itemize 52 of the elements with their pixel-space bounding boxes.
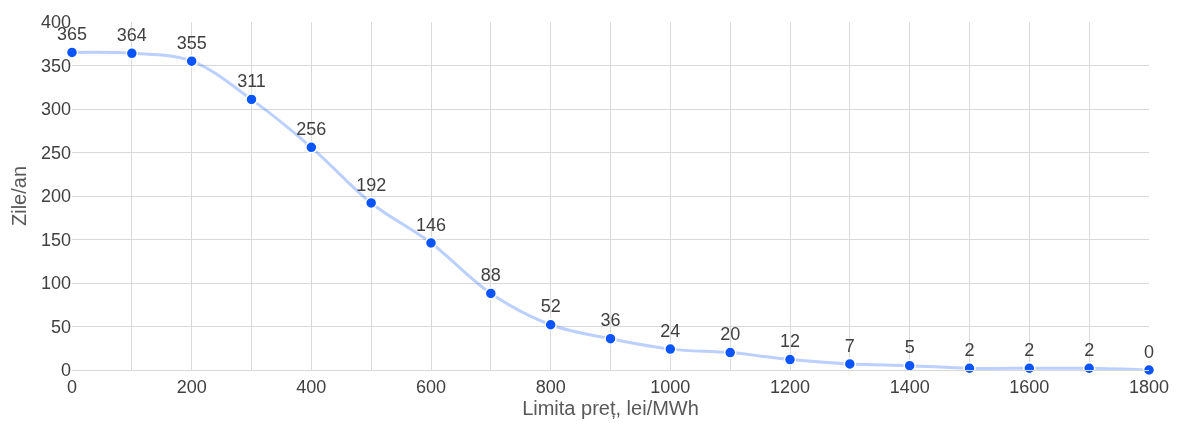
point — [364, 196, 378, 210]
y-tick-label: 300 — [40, 99, 71, 120]
x-tick-label: 600 — [415, 376, 447, 397]
data-label: 192 — [356, 174, 387, 195]
x-tick-label: 1800 — [1128, 376, 1170, 397]
point — [185, 54, 198, 68]
x-tick-label: 1200 — [769, 376, 811, 397]
y-tick-label: 200 — [40, 186, 71, 207]
point — [664, 342, 677, 356]
point — [305, 141, 318, 154]
point — [424, 236, 438, 250]
x-tick-label: 1600 — [1009, 376, 1050, 397]
data-label: 2 — [1024, 339, 1035, 360]
x-tick-label: 1000 — [650, 376, 691, 397]
data-label: 355 — [176, 32, 207, 53]
data-label: 364 — [116, 24, 147, 45]
data-label: 0 — [1143, 341, 1155, 362]
data-label: 2 — [1084, 339, 1095, 360]
data-label: 2 — [964, 339, 975, 360]
data-label: 36 — [600, 310, 621, 331]
point — [783, 353, 797, 366]
y-tick-label: 100 — [40, 273, 71, 294]
data-label: 24 — [660, 320, 681, 341]
point — [484, 287, 498, 300]
y-tick-label: 250 — [40, 142, 71, 163]
point — [245, 93, 258, 106]
x-tick-label: 200 — [176, 376, 207, 397]
x-axis-title: Limita preț, lei/MWh — [522, 396, 699, 419]
data-label: 146 — [415, 214, 447, 235]
data-label: 88 — [480, 265, 501, 286]
data-label: 12 — [779, 331, 801, 352]
data-label: 5 — [904, 337, 915, 358]
point — [843, 357, 857, 371]
x-tick-label: 800 — [535, 376, 566, 397]
data-label: 52 — [540, 296, 561, 317]
y-tick-label: 150 — [40, 229, 71, 250]
y-tick-label: 350 — [40, 55, 71, 76]
point — [544, 318, 557, 332]
y-axis-title: Zile/an — [8, 165, 31, 227]
data-label: 311 — [237, 71, 266, 92]
y-tick-label: 50 — [50, 316, 71, 337]
data-label: 20 — [720, 324, 741, 345]
data-label: 256 — [296, 118, 327, 139]
point — [723, 346, 737, 359]
point — [1142, 363, 1156, 377]
x-tick-label: 1400 — [889, 376, 930, 397]
x-tick-label: 400 — [296, 376, 327, 397]
point — [65, 46, 79, 59]
point — [604, 332, 617, 345]
data-label: 7 — [844, 335, 855, 356]
y-tick-label: 0 — [60, 360, 71, 381]
point — [125, 47, 139, 60]
